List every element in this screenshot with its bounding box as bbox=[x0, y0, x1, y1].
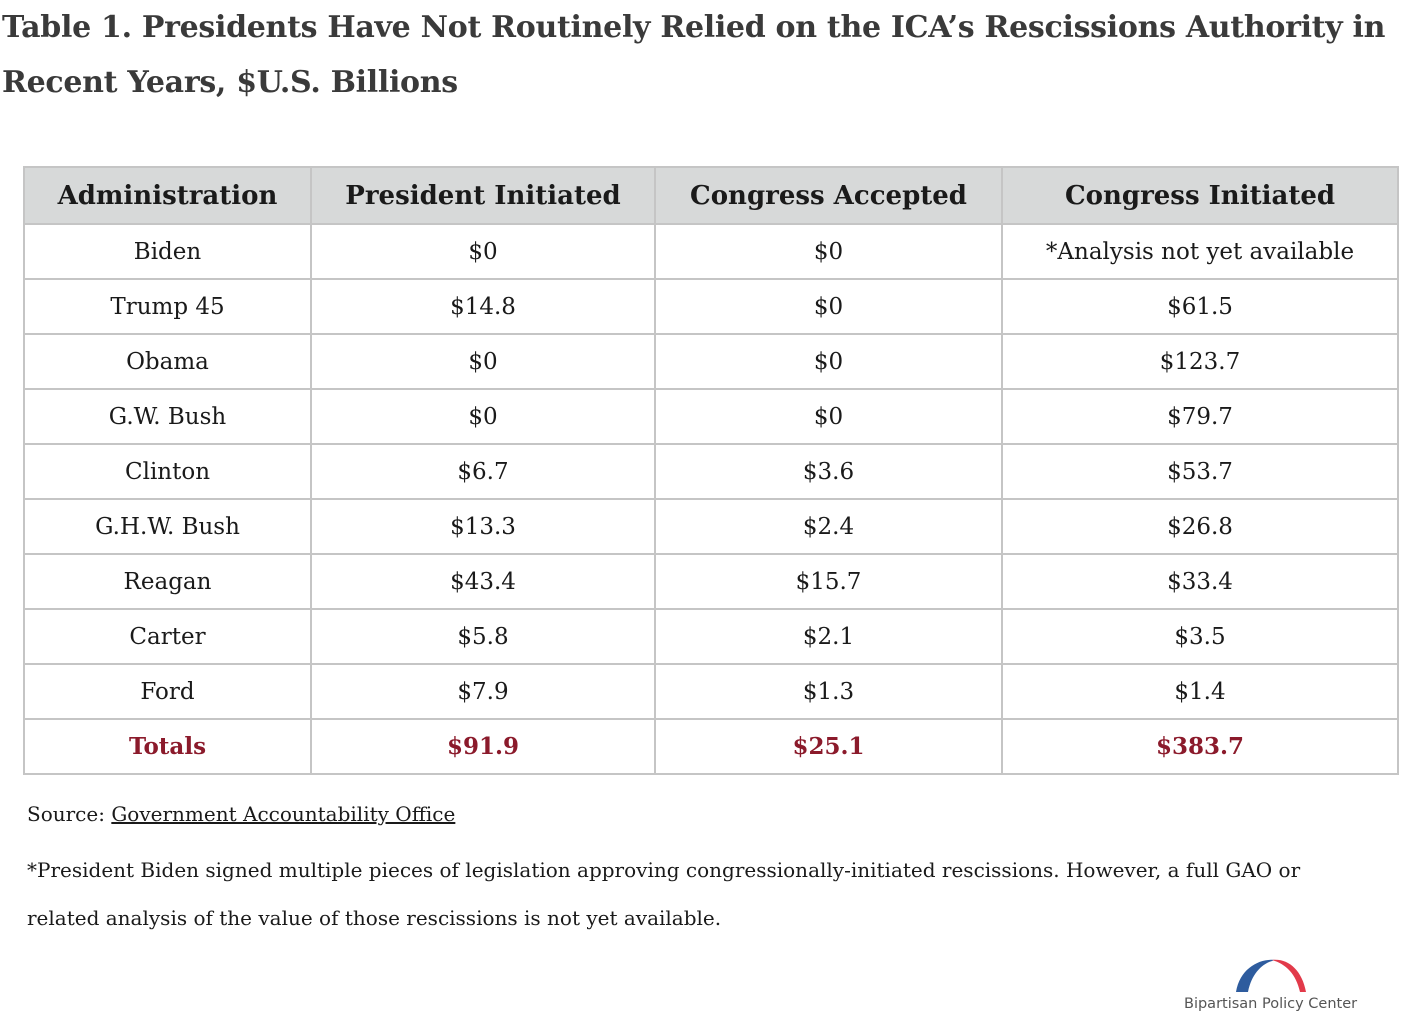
table-row: Carter $5.8 $2.1 $3.5 bbox=[23, 608, 1399, 665]
footnote: *President Biden signed multiple pieces … bbox=[27, 858, 1301, 930]
source-link[interactable]: Government Accountability Office bbox=[111, 802, 456, 826]
header-administration: Administration bbox=[23, 166, 312, 225]
cell-president-initiated: $13.3 bbox=[310, 498, 656, 555]
header-congress-initiated: Congress Initiated bbox=[1001, 166, 1399, 225]
cell-congress-accepted: $2.1 bbox=[654, 608, 1003, 665]
bpc-logo: Bipartisan Policy Center bbox=[1180, 954, 1370, 1020]
table-row: G.W. Bush $0 $0 $79.7 bbox=[23, 388, 1399, 445]
cell-administration: G.W. Bush bbox=[23, 388, 312, 445]
cell-administration: G.H.W. Bush bbox=[23, 498, 312, 555]
table-row: Trump 45 $14.8 $0 $61.5 bbox=[23, 278, 1399, 335]
cell-president-initiated: $0 bbox=[310, 333, 656, 390]
table-row: Ford $7.9 $1.3 $1.4 bbox=[23, 663, 1399, 720]
cell-congress-initiated: $1.4 bbox=[1001, 663, 1399, 720]
source-label: Source: bbox=[27, 802, 105, 826]
cell-congress-initiated: $79.7 bbox=[1001, 388, 1399, 445]
cell-administration: Obama bbox=[23, 333, 312, 390]
total-president-initiated: $91.9 bbox=[310, 718, 656, 775]
bpc-arc-icon bbox=[1236, 959, 1306, 992]
cell-congress-accepted: $0 bbox=[654, 388, 1003, 445]
cell-congress-initiated: $61.5 bbox=[1001, 278, 1399, 335]
totals-label: Totals bbox=[23, 718, 312, 775]
rescissions-table: Administration President Initiated Congr… bbox=[23, 166, 1399, 775]
cell-congress-initiated: $26.8 bbox=[1001, 498, 1399, 555]
cell-president-initiated: $0 bbox=[310, 223, 656, 280]
total-congress-initiated: $383.7 bbox=[1001, 718, 1399, 775]
cell-congress-initiated: $53.7 bbox=[1001, 443, 1399, 500]
table-row: Obama $0 $0 $123.7 bbox=[23, 333, 1399, 390]
table-row: G.H.W. Bush $13.3 $2.4 $26.8 bbox=[23, 498, 1399, 555]
cell-president-initiated: $14.8 bbox=[310, 278, 656, 335]
cell-congress-initiated: $123.7 bbox=[1001, 333, 1399, 390]
cell-congress-initiated: $3.5 bbox=[1001, 608, 1399, 665]
cell-president-initiated: $5.8 bbox=[310, 608, 656, 665]
cell-administration: Trump 45 bbox=[23, 278, 312, 335]
total-congress-accepted: $25.1 bbox=[654, 718, 1003, 775]
table-row: Reagan $43.4 $15.7 $33.4 bbox=[23, 553, 1399, 610]
cell-congress-initiated: $33.4 bbox=[1001, 553, 1399, 610]
totals-row: Totals $91.9 $25.1 $383.7 bbox=[23, 718, 1399, 775]
header-president-initiated: President Initiated bbox=[310, 166, 656, 225]
cell-congress-accepted: $0 bbox=[654, 278, 1003, 335]
cell-president-initiated: $0 bbox=[310, 388, 656, 445]
header-congress-accepted: Congress Accepted bbox=[654, 166, 1003, 225]
page-title: Table 1. Presidents Have Not Routinely R… bbox=[2, 10, 1386, 100]
cell-congress-accepted: $1.3 bbox=[654, 663, 1003, 720]
cell-administration: Carter bbox=[23, 608, 312, 665]
cell-congress-accepted: $3.6 bbox=[654, 443, 1003, 500]
cell-administration: Clinton bbox=[23, 443, 312, 500]
cell-administration: Reagan bbox=[23, 553, 312, 610]
cell-congress-accepted: $15.7 bbox=[654, 553, 1003, 610]
cell-president-initiated: $6.7 bbox=[310, 443, 656, 500]
cell-president-initiated: $7.9 bbox=[310, 663, 656, 720]
cell-congress-accepted: $0 bbox=[654, 333, 1003, 390]
cell-congress-accepted: $2.4 bbox=[654, 498, 1003, 555]
table-row: Biden $0 $0 *Analysis not yet available bbox=[23, 223, 1399, 280]
table-row: Clinton $6.7 $3.6 $53.7 bbox=[23, 443, 1399, 500]
logo-text: Bipartisan Policy Center bbox=[1184, 996, 1358, 1012]
table-header-row: Administration President Initiated Congr… bbox=[23, 166, 1399, 225]
source-line: Source: Government Accountability Office bbox=[27, 798, 455, 830]
cell-president-initiated: $43.4 bbox=[310, 553, 656, 610]
cell-administration: Ford bbox=[23, 663, 312, 720]
cell-administration: Biden bbox=[23, 223, 312, 280]
cell-congress-initiated: *Analysis not yet available bbox=[1001, 223, 1399, 280]
cell-congress-accepted: $0 bbox=[654, 223, 1003, 280]
